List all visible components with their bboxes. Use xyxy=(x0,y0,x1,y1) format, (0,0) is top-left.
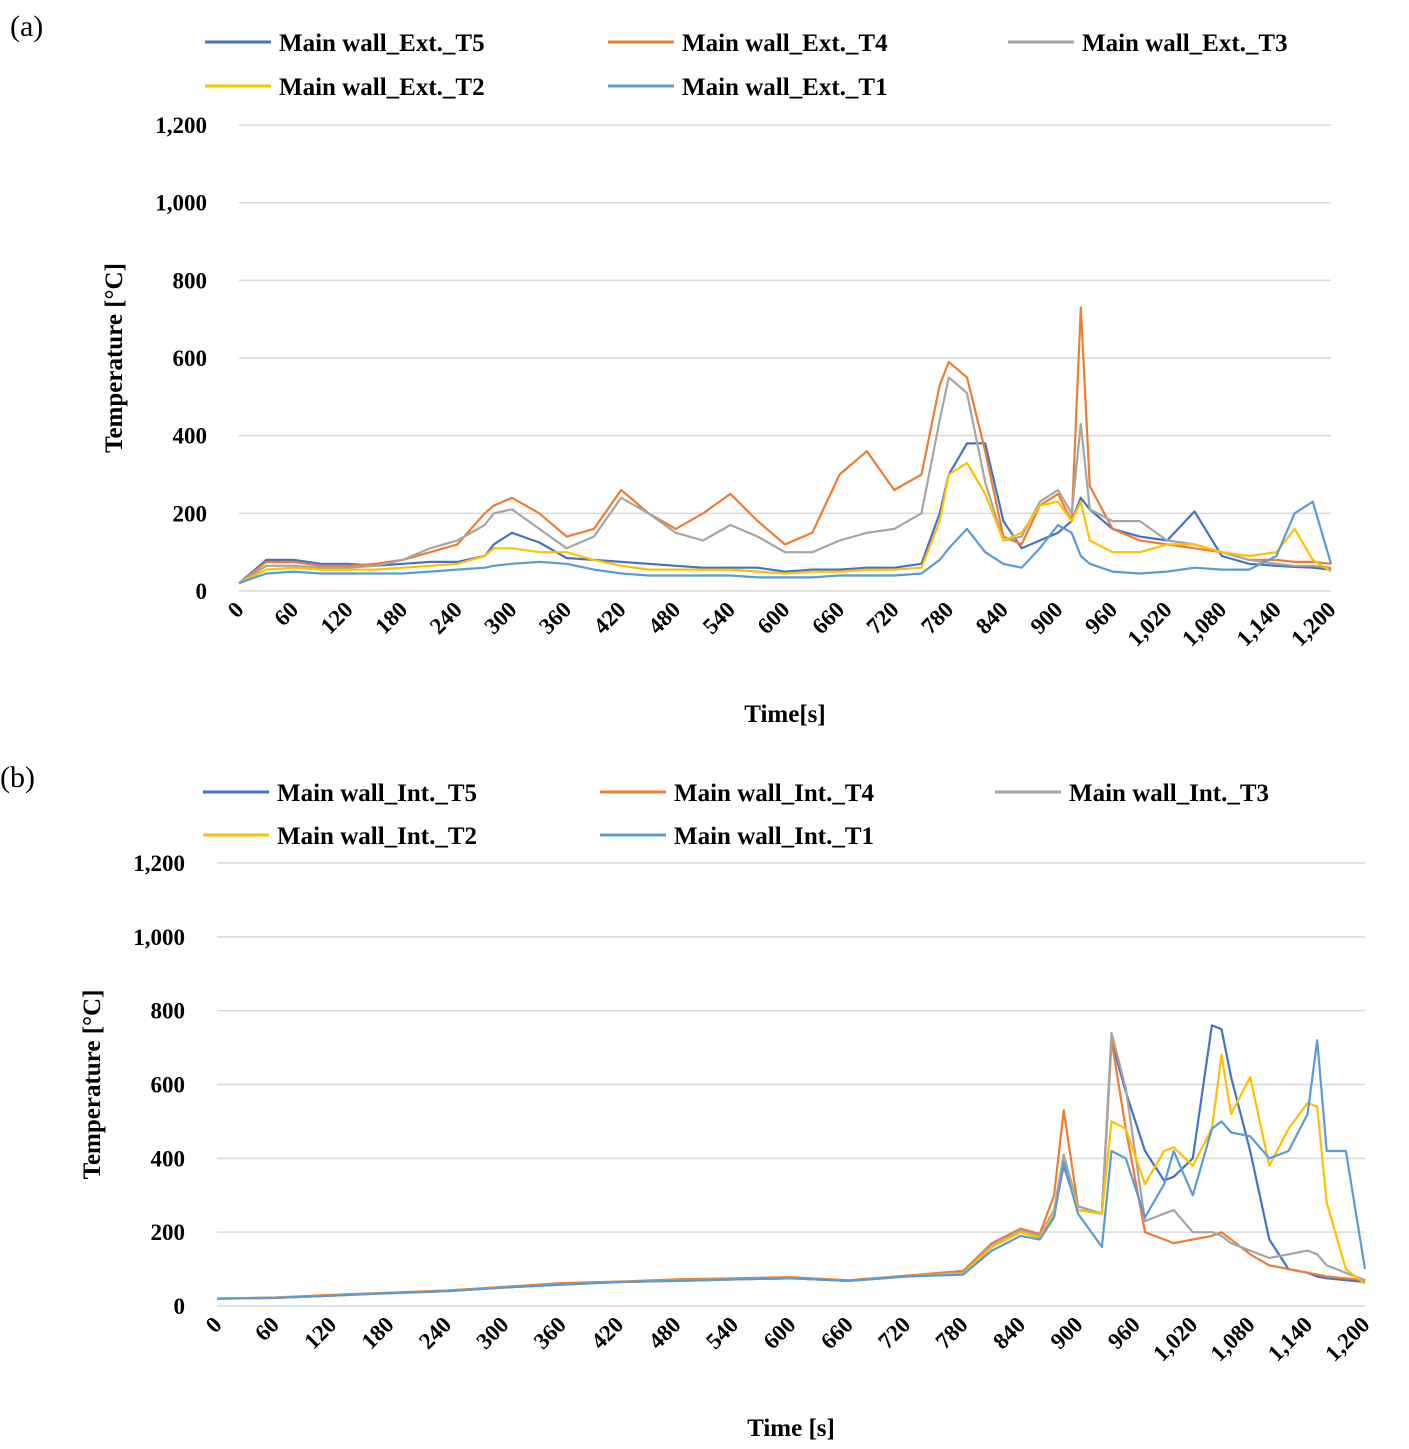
legend-label: Main wall_Ext._T3 xyxy=(1082,30,1288,57)
legend-label: Main wall_Int._T1 xyxy=(674,823,874,850)
x-tick-label: 600 xyxy=(758,1312,800,1354)
y-tick-label: 1,200 xyxy=(133,851,185,876)
legend-label: Main wall_Int._T4 xyxy=(674,780,875,807)
legend-label: Main wall_Int._T5 xyxy=(277,780,477,807)
y-tick-label: 0 xyxy=(196,579,208,604)
y-tick-label: 200 xyxy=(151,1220,186,1245)
x-tick-label: 1,140 xyxy=(1232,597,1286,651)
x-tick-label: 240 xyxy=(414,1312,456,1354)
x-tick-label: 780 xyxy=(916,597,958,639)
x-tick-label: 480 xyxy=(643,597,685,639)
series-line-main-wall-ext-t3 xyxy=(238,376,1332,585)
y-tick-label: 400 xyxy=(151,1146,186,1171)
legend-label: Main wall_Int._T3 xyxy=(1069,780,1269,807)
chart-panel-a: (a) 0 200 400 600 800 1,000 1,200 0 60 120 180 240 30… xyxy=(10,10,1341,728)
x-tick-label: 720 xyxy=(862,597,904,639)
x-tick-label: 300 xyxy=(471,1312,513,1354)
x-tick-label: 1,080 xyxy=(1177,597,1231,651)
x-tick-label: 660 xyxy=(807,597,849,639)
y-tick-label: 200 xyxy=(173,501,208,526)
y-tick-label: 1,000 xyxy=(155,191,207,216)
panel-label: (b) xyxy=(0,761,35,794)
legend-label: Main wall_Ext._T5 xyxy=(279,30,485,57)
legend-item: Main wall_Int._T2 xyxy=(203,823,477,850)
y-tick-label: 1,000 xyxy=(133,925,185,950)
x-tick-label: 60 xyxy=(269,597,303,631)
x-axis-title: Time [s] xyxy=(747,1415,835,1442)
x-tick-label: 1,200 xyxy=(1286,597,1340,651)
x-tick-label: 780 xyxy=(931,1312,973,1354)
x-tick-label: 120 xyxy=(316,597,358,639)
series-line-main-wall-ext-t2 xyxy=(238,461,1332,585)
series-line-main-wall-int-t4 xyxy=(216,1039,1366,1300)
x-tick-label: 1,020 xyxy=(1148,1312,1202,1366)
x-tick-label: 300 xyxy=(479,597,521,639)
chart-panel-b: (b) 0 200 400 600 800 1,000 1,200 0 60 120 180 240 30… xyxy=(0,761,1375,1442)
y-tick-label: 800 xyxy=(173,268,208,293)
x-axis-title: Time[s] xyxy=(744,701,825,728)
x-tick-label: 420 xyxy=(586,1312,628,1354)
legend-label: Main wall_Ext._T2 xyxy=(279,74,485,101)
legend-label: Main wall_Ext._T4 xyxy=(682,30,888,57)
x-tick-label: 480 xyxy=(644,1312,686,1354)
x-tick-label: 360 xyxy=(534,597,576,639)
series-line-main-wall-int-t1 xyxy=(216,1039,1367,1300)
x-tick-label: 60 xyxy=(250,1312,284,1346)
y-tick-label: 600 xyxy=(173,346,208,371)
y-tick-label: 1,200 xyxy=(155,113,207,138)
y-axis-title: Temperature [°C] xyxy=(79,990,106,1180)
series-line-main-wall-ext-t5 xyxy=(238,442,1332,585)
series-line-main-wall-ext-t4 xyxy=(238,306,1332,585)
x-tick-label: 900 xyxy=(1025,597,1067,639)
legend-item: Main wall_Ext._T1 xyxy=(608,74,888,101)
x-tick-label: 0 xyxy=(201,1312,227,1338)
x-tick-label: 420 xyxy=(589,597,631,639)
x-tick-label: 1,140 xyxy=(1263,1312,1317,1366)
x-tick-label: 1,080 xyxy=(1205,1312,1259,1366)
legend-item: Main wall_Ext._T3 xyxy=(1008,30,1288,57)
legend-item: Main wall_Int._T4 xyxy=(600,780,875,807)
x-tick-label: 180 xyxy=(357,1312,399,1354)
x-tick-label: 540 xyxy=(698,597,740,639)
x-tick-label: 360 xyxy=(529,1312,571,1354)
y-tick-label: 800 xyxy=(151,999,186,1024)
legend-item: Main wall_Int._T3 xyxy=(995,780,1269,807)
legend-label: Main wall_Int._T2 xyxy=(277,823,477,850)
legend-item: Main wall_Int._T1 xyxy=(600,823,874,850)
x-tick-label: 1,200 xyxy=(1320,1312,1374,1366)
legend-item: Main wall_Ext._T4 xyxy=(608,30,888,57)
x-tick-label: 120 xyxy=(299,1312,341,1354)
y-axis-title: Temperature [°C] xyxy=(101,263,128,453)
x-tick-label: 720 xyxy=(873,1312,915,1354)
x-tick-label: 960 xyxy=(1103,1312,1145,1354)
legend-item: Main wall_Int._T5 xyxy=(203,780,477,807)
y-tick-label: 400 xyxy=(173,424,208,449)
series-line-main-wall-ext-t1 xyxy=(238,500,1333,585)
x-tick-label: 960 xyxy=(1080,597,1122,639)
x-tick-label: 600 xyxy=(752,597,794,639)
x-tick-label: 840 xyxy=(988,1312,1030,1354)
x-tick-label: 180 xyxy=(370,597,412,639)
x-tick-label: 540 xyxy=(701,1312,743,1354)
series-line-main-wall-int-t5 xyxy=(216,1024,1366,1300)
legend-label: Main wall_Ext._T1 xyxy=(682,74,888,101)
y-tick-label: 0 xyxy=(174,1294,186,1319)
x-tick-label: 1,020 xyxy=(1122,597,1176,651)
y-tick-label: 600 xyxy=(151,1073,186,1098)
legend-item: Main wall_Ext._T5 xyxy=(205,30,485,57)
series-line-main-wall-int-t2 xyxy=(216,1053,1366,1300)
x-tick-label: 900 xyxy=(1045,1312,1087,1354)
panel-label: (a) xyxy=(10,10,43,43)
x-tick-label: 0 xyxy=(223,597,249,623)
x-tick-label: 840 xyxy=(971,597,1013,639)
x-tick-label: 240 xyxy=(425,597,467,639)
legend-item: Main wall_Ext._T2 xyxy=(205,74,485,101)
x-tick-label: 660 xyxy=(816,1312,858,1354)
